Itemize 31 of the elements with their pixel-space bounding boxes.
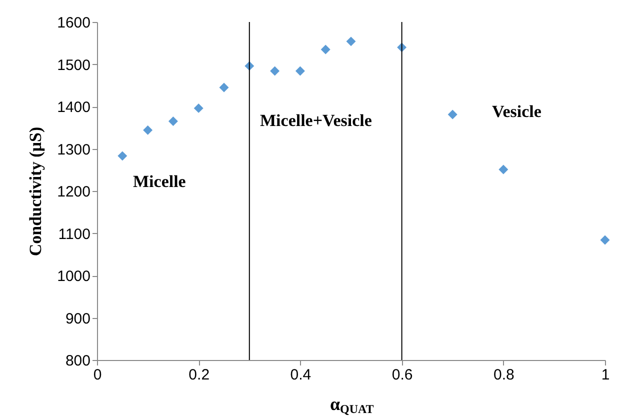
point — [219, 82, 229, 92]
y-tick-label: 1600 — [57, 14, 90, 32]
point — [346, 36, 356, 46]
x-tick-label: 1 — [601, 366, 610, 384]
point — [118, 151, 128, 161]
annotation: Micelle — [133, 172, 186, 191]
x-tick-label: 0.4 — [290, 366, 312, 384]
x-tick-label: 0 — [93, 366, 102, 384]
y-tick-label: 800 — [65, 352, 90, 370]
point — [168, 116, 178, 126]
point — [194, 103, 204, 113]
point — [295, 66, 305, 76]
point — [270, 66, 280, 76]
y-tick-label: 1500 — [57, 56, 90, 74]
y-tick-label: 1400 — [57, 99, 90, 116]
y-tick-label: 1200 — [57, 184, 90, 200]
point — [498, 164, 508, 174]
point — [448, 110, 458, 120]
x-tick-label: 0.6 — [392, 366, 413, 384]
x-tick-label: 0.8 — [493, 366, 514, 384]
point — [320, 44, 330, 54]
point — [143, 125, 153, 135]
y-axis-title: Conductivity (µS) — [26, 126, 46, 256]
point — [600, 235, 610, 245]
annotation: Vesicle — [492, 102, 542, 121]
y-tick-label: 1100 — [58, 226, 90, 243]
y-tick-label: 900 — [65, 310, 90, 328]
y-tick-label: 1000 — [57, 268, 90, 285]
annotation: Micelle+Vesicle — [260, 111, 372, 130]
x-tick-label: 0.2 — [188, 366, 210, 384]
y-tick-label: 1300 — [57, 141, 90, 158]
